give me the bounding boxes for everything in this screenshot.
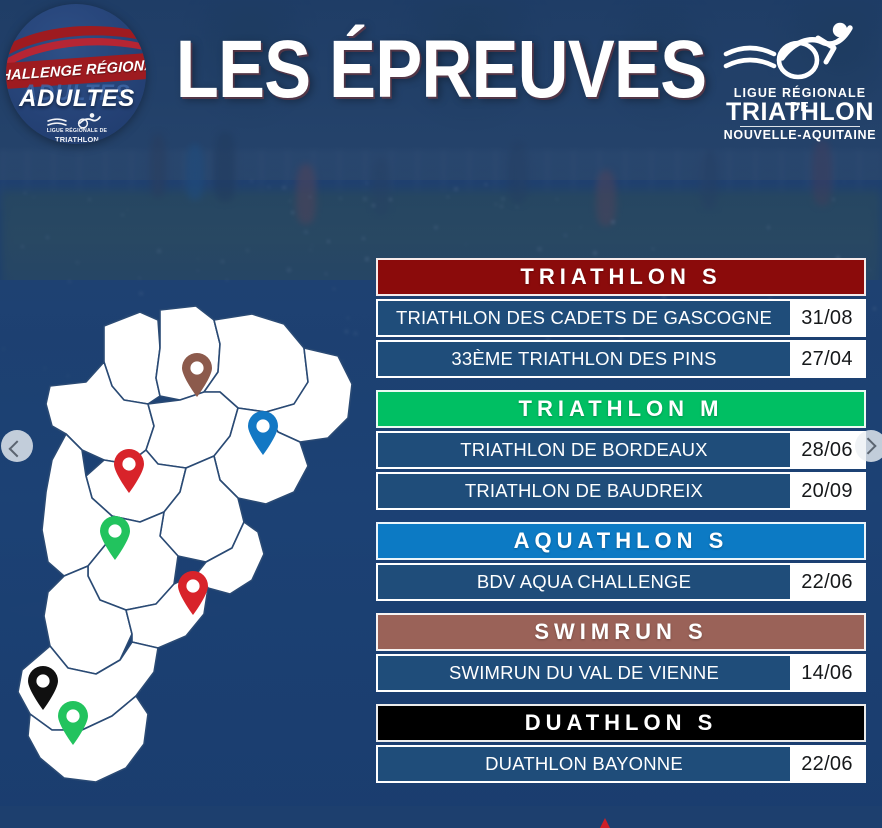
- event-row[interactable]: BDV AQUA CHALLENGE 22/06: [376, 563, 866, 601]
- event-date: 27/04: [790, 342, 864, 376]
- carousel-prev-button[interactable]: [1, 430, 33, 462]
- event-date: 22/06: [790, 565, 864, 599]
- section-header: TRIATHLON S: [376, 258, 866, 296]
- region-map[interactable]: [8, 300, 378, 820]
- pin-swimrun-val-de-vienne[interactable]: [180, 352, 214, 398]
- pin-triathlon-bordeaux[interactable]: [98, 515, 132, 561]
- event-date: 20/09: [790, 474, 864, 508]
- event-row[interactable]: TRIATHLON DE BAUDREIX 20/09: [376, 472, 866, 510]
- pin-duathlon-bayonne[interactable]: [26, 665, 60, 711]
- event-row[interactable]: 33ÈME TRIATHLON DES PINS 27/04: [376, 340, 866, 378]
- pin-triathlon-des-pins[interactable]: [112, 448, 146, 494]
- badge-triathlete-icon: [47, 113, 101, 129]
- league-logo-line1: LIGUE RÉGIONALE DE: [733, 86, 867, 114]
- section-header: TRIATHLON M: [376, 390, 866, 428]
- badge-logo-line2: TRIATHLON: [55, 134, 99, 144]
- chevron-right-icon: [859, 437, 877, 455]
- pin-triathlon-baudreix[interactable]: [56, 700, 90, 746]
- event-row[interactable]: SWIMRUN DU VAL DE VIENNE 14/06: [376, 654, 866, 692]
- event-row[interactable]: TRIATHLON DE BORDEAUX 28/06: [376, 431, 866, 469]
- page-title: LES ÉPREUVES: [175, 24, 707, 115]
- schedule-panel: TRIATHLON S TRIATHLON DES CADETS DE GASCO…: [376, 258, 866, 795]
- schedule-section: AQUATHLON S BDV AQUA CHALLENGE 22/06: [376, 522, 866, 601]
- event-name: 33ÈME TRIATHLON DES PINS: [378, 342, 790, 376]
- section-header: DUATHLON S: [376, 704, 866, 742]
- event-date: 14/06: [790, 656, 864, 690]
- league-logo-line2: TRIATHLON: [726, 98, 874, 126]
- pin-aquathlon-bdv[interactable]: [246, 410, 280, 456]
- event-row[interactable]: TRIATHLON DES CADETS DE GASCOGNE 31/08: [376, 299, 866, 337]
- schedule-section: TRIATHLON M TRIATHLON DE BORDEAUX 28/06 TRI…: [376, 390, 866, 510]
- league-logo-divider: [740, 126, 860, 127]
- chevron-left-icon: [8, 440, 26, 458]
- event-date: 31/08: [790, 301, 864, 335]
- event-name: DUATHLON BAYONNE: [378, 747, 790, 781]
- section-header: AQUATHLON S: [376, 522, 866, 560]
- challenge-badge: CHALLENGE RÉGIONAL ADULTES ADULTES LIGUE…: [6, 4, 146, 144]
- bottom-red-accent: [598, 818, 612, 828]
- carousel-next-button[interactable]: [855, 430, 882, 462]
- event-row[interactable]: DUATHLON BAYONNE 22/06: [376, 745, 866, 783]
- league-logo: LIGUE RÉGIONALE DE TRIATHLON NOUVELLE-AQ…: [722, 18, 878, 142]
- league-logo-line3: NOUVELLE-AQUITAINE: [723, 128, 877, 142]
- event-name: BDV AQUA CHALLENGE: [378, 565, 790, 599]
- region-map-shape: [17, 305, 353, 783]
- badge-logo-line1: LIGUE RÉGIONALE DE: [46, 128, 108, 134]
- event-date: 28/06: [790, 433, 864, 467]
- badge-logo-text: LIGUE RÉGIONALE DE TRIATHLON NOUVELLE-AQ…: [46, 128, 108, 144]
- schedule-section: SWIMRUN S SWIMRUN DU VAL DE VIENNE 14/06: [376, 613, 866, 692]
- event-name: TRIATHLON DES CADETS DE GASCOGNE: [378, 301, 790, 335]
- badge-swoosh-icon: [6, 25, 146, 64]
- bottom-strip: [0, 806, 882, 828]
- section-header: SWIMRUN S: [376, 613, 866, 651]
- pin-triathlon-cadets[interactable]: [176, 570, 210, 616]
- event-name: SWIMRUN DU VAL DE VIENNE: [378, 656, 790, 690]
- event-name: TRIATHLON DE BORDEAUX: [378, 433, 790, 467]
- event-name: TRIATHLON DE BAUDREIX: [378, 474, 790, 508]
- badge-league-logo: LIGUE RÉGIONALE DE TRIATHLON NOUVELLE-AQ…: [46, 112, 108, 144]
- event-date: 22/06: [790, 747, 864, 781]
- triathlete-icon: [723, 22, 853, 80]
- badge-subtitle: ADULTES: [19, 85, 135, 112]
- schedule-section: DUATHLON S DUATHLON BAYONNE 22/06: [376, 704, 866, 783]
- badge-ghost-text: ADULTES: [21, 80, 131, 105]
- schedule-section: TRIATHLON S TRIATHLON DES CADETS DE GASCO…: [376, 258, 866, 378]
